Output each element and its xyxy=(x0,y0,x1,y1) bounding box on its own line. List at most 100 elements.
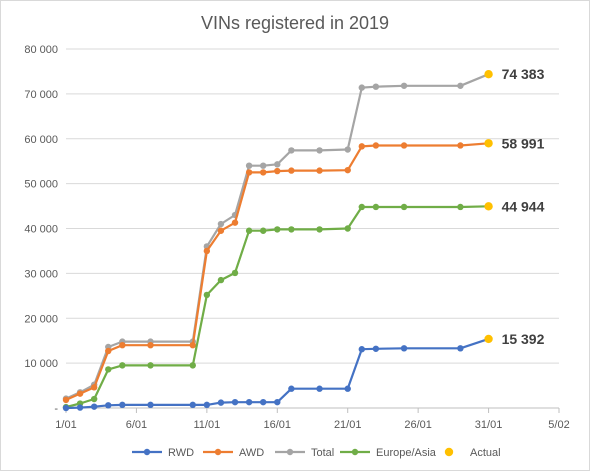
actual-value-label: 74 383 xyxy=(502,66,545,82)
data-point xyxy=(400,203,408,211)
actual-value-label: 58 991 xyxy=(502,135,545,151)
legend-swatch-marker xyxy=(444,447,454,457)
data-point xyxy=(119,401,126,409)
x-tick-label: 1/01 xyxy=(55,419,76,431)
data-point xyxy=(316,147,323,154)
data-point xyxy=(76,404,84,411)
x-tick-label: 31/01 xyxy=(475,419,503,431)
chart-title: VINs registered in 2019 xyxy=(201,13,389,33)
legend: RWD AWD Total Europe/Asia Actual xyxy=(132,447,501,459)
x-tick-label: 16/01 xyxy=(264,419,292,431)
y-tick-label: 40 000 xyxy=(24,224,58,236)
data-point xyxy=(147,362,154,369)
data-point xyxy=(231,269,239,277)
data-point xyxy=(372,142,380,149)
y-tick-label: - xyxy=(54,403,58,415)
data-point xyxy=(344,385,351,392)
data-point xyxy=(245,398,253,406)
data-point xyxy=(274,167,281,175)
data-point xyxy=(316,385,323,392)
data-point xyxy=(90,384,98,391)
data-point xyxy=(260,169,267,176)
legend-label: Europe/Asia xyxy=(376,447,437,459)
y-tick-label: 80 000 xyxy=(24,44,58,56)
data-point xyxy=(105,366,112,373)
actual-point xyxy=(484,70,493,79)
x-tick-label: 26/01 xyxy=(404,419,432,431)
y-tick-label: 20 000 xyxy=(24,313,58,325)
legend-swatch-marker xyxy=(214,448,222,456)
x-tick-label: 11/01 xyxy=(193,419,220,431)
data-point xyxy=(457,203,464,211)
data-point xyxy=(457,142,464,149)
data-point xyxy=(217,276,225,284)
data-point xyxy=(288,147,295,154)
axes: - 10 000 20 000 30 000 40 000 50 000 60 000 70 … xyxy=(24,44,569,431)
data-point xyxy=(203,401,211,409)
actual-value-label: 44 944 xyxy=(502,198,545,214)
actual-point xyxy=(484,202,493,211)
legend-label: Actual xyxy=(470,447,501,459)
y-tick-label: 50 000 xyxy=(24,179,58,191)
data-point xyxy=(400,142,408,149)
legend-item: Total xyxy=(275,447,334,459)
data-point xyxy=(62,404,70,412)
data-point xyxy=(217,399,225,406)
data-point xyxy=(147,341,154,349)
data-point xyxy=(316,226,323,233)
actual-value-label: 15 392 xyxy=(502,331,545,347)
legend-item: Europe/Asia xyxy=(340,447,437,459)
data-point xyxy=(288,167,295,174)
data-point xyxy=(260,398,267,406)
data-point xyxy=(358,203,365,211)
data-point xyxy=(105,402,112,409)
data-point xyxy=(245,162,253,169)
data-point xyxy=(90,403,98,410)
data-point xyxy=(147,401,154,409)
legend-swatch-marker xyxy=(286,448,294,456)
data-point xyxy=(189,401,196,409)
data-point xyxy=(457,82,464,89)
data-point xyxy=(231,219,239,226)
data-point xyxy=(288,226,295,233)
data-point xyxy=(358,143,365,150)
actual-point xyxy=(484,334,493,344)
data-point xyxy=(274,398,281,406)
data-point xyxy=(62,396,70,404)
data-point xyxy=(245,169,253,176)
y-tick-label: 10 000 xyxy=(24,358,58,370)
legend-swatch-marker xyxy=(351,448,359,456)
data-point xyxy=(344,225,351,232)
data-point xyxy=(119,341,126,349)
legend-item: AWD xyxy=(203,447,264,459)
data-point xyxy=(189,341,196,349)
series-rwd xyxy=(62,335,492,412)
y-tick-label: 70 000 xyxy=(24,89,58,101)
data-point xyxy=(260,227,267,234)
legend-swatch-marker xyxy=(143,448,151,456)
data-point xyxy=(119,362,126,369)
data-point xyxy=(217,220,225,228)
data-point xyxy=(457,345,464,352)
data-point xyxy=(105,347,112,355)
data-point xyxy=(358,84,365,91)
data-point xyxy=(274,226,281,233)
data-point xyxy=(203,247,211,255)
data-point xyxy=(400,82,408,89)
data-point xyxy=(372,345,380,352)
data-point xyxy=(231,398,239,406)
data-point xyxy=(344,166,351,174)
series-europe-asia xyxy=(62,203,492,411)
gridlines xyxy=(66,48,559,364)
data-point xyxy=(358,346,365,353)
legend-label: Total xyxy=(311,447,334,459)
data-point xyxy=(316,167,323,174)
data-point xyxy=(372,83,380,90)
actual-points: 74 383 58 991 44 944 15 392 xyxy=(484,66,545,347)
x-tick-label: 21/01 xyxy=(334,419,362,431)
data-point xyxy=(245,227,253,234)
data-point xyxy=(288,385,295,392)
data-point xyxy=(189,362,196,369)
